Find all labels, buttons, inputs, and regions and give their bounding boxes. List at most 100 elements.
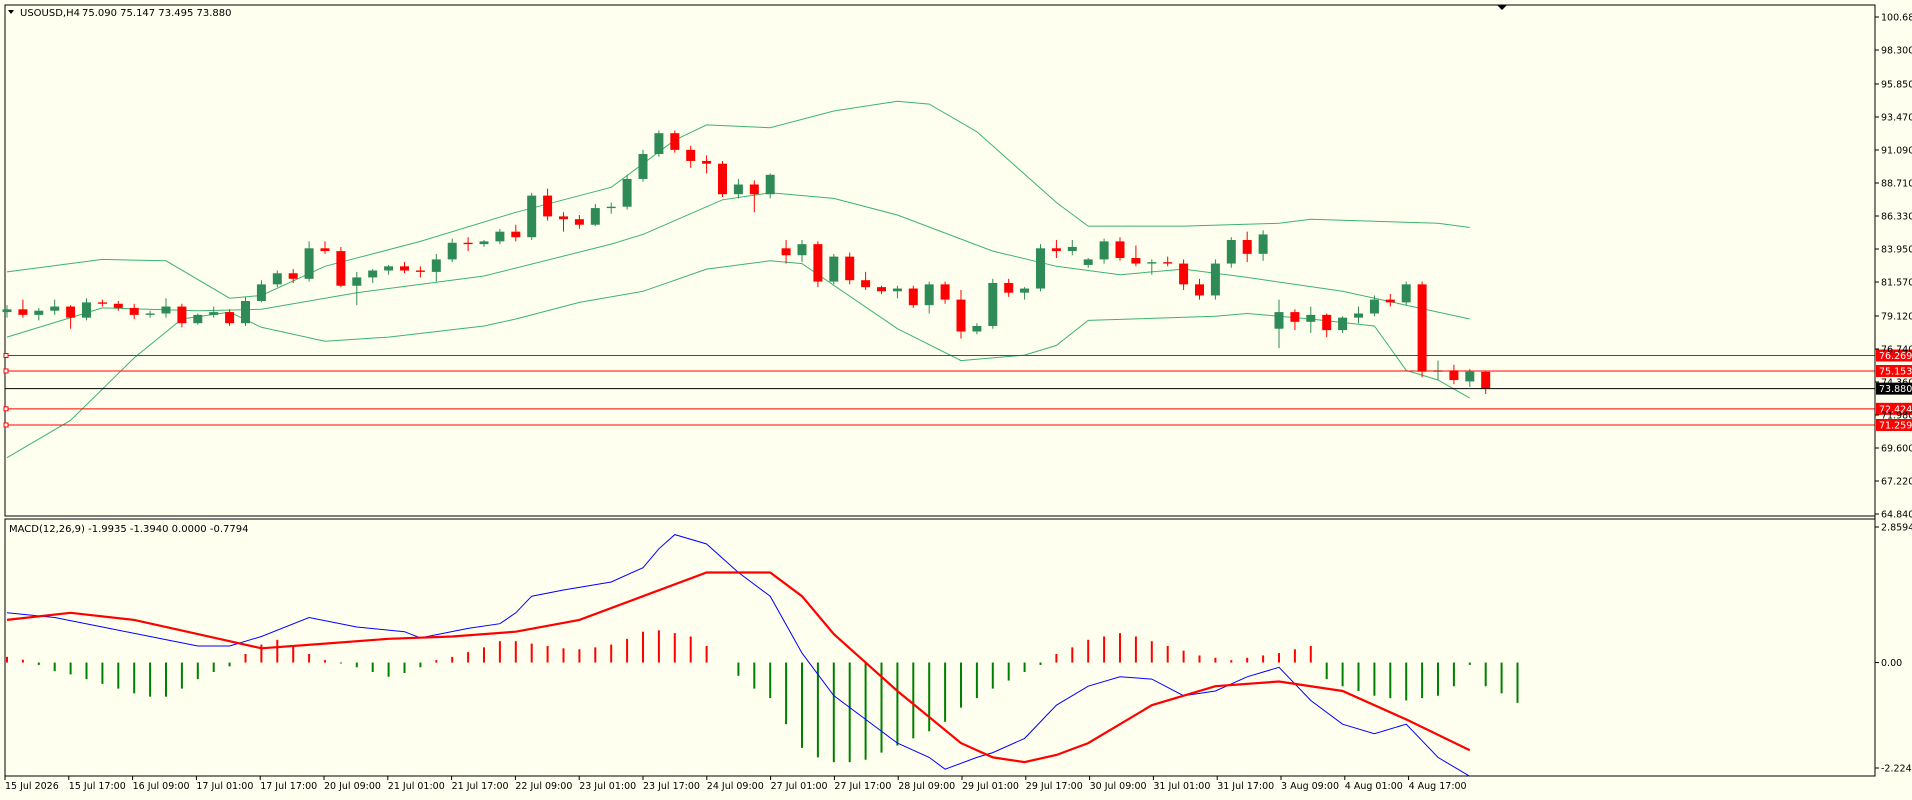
time-tick-label: 4 Aug 01:00 [1345, 781, 1403, 792]
candle-body [1449, 370, 1459, 381]
candle [225, 309, 235, 326]
candle [97, 299, 107, 307]
symbol-menu-triangle-icon[interactable] [8, 10, 14, 14]
candle-body [34, 310, 44, 315]
time-tick-label: 31 Jul 17:00 [1217, 781, 1274, 792]
candle [1401, 281, 1411, 306]
candle [988, 278, 998, 329]
candle [781, 239, 791, 264]
bollinger-bands [6, 100, 1471, 459]
macd-tick-label: -2.2246 [1881, 764, 1912, 775]
candle [320, 241, 330, 254]
candle-body [177, 306, 187, 324]
candle [765, 173, 775, 199]
macd-axis: 2.8594 0.00 -2.2246 [1875, 523, 1912, 775]
symbol-label: USOUSD,H4 [20, 8, 80, 19]
macd-lines [6, 534, 1471, 777]
candle-body [1210, 263, 1220, 296]
price-tick-label: 79.120 [1881, 311, 1912, 322]
candle-body [781, 248, 791, 256]
candle [1354, 306, 1363, 324]
candle [145, 310, 155, 318]
candle-body [972, 325, 982, 332]
candle-body [82, 302, 91, 318]
level-price-tag [1876, 364, 1912, 377]
candle [272, 270, 282, 288]
candle [702, 155, 712, 174]
candle [543, 188, 553, 221]
candle [193, 313, 203, 325]
price-tick-label: 64.840 [1881, 510, 1912, 521]
candle [1433, 360, 1443, 381]
candle [1322, 313, 1332, 338]
candle-body [113, 303, 123, 308]
time-tick-label: 27 Jul 17:00 [834, 781, 891, 792]
candle [1210, 259, 1220, 300]
candle-body [1322, 314, 1332, 331]
candle-body [1401, 284, 1411, 303]
candle [1417, 281, 1427, 378]
candle-body [718, 163, 727, 195]
level-handle[interactable] [3, 406, 9, 412]
candle-body [272, 273, 282, 285]
candle-body [1020, 288, 1030, 293]
candle [1051, 239, 1061, 259]
candle [1338, 316, 1348, 333]
candle-body [97, 302, 107, 304]
candle [924, 281, 934, 314]
candle-body [733, 184, 743, 195]
level-price-tag [1876, 418, 1912, 431]
candle-body [511, 231, 521, 238]
candle-body [415, 270, 425, 272]
candle-body [129, 307, 139, 315]
candle [1481, 371, 1491, 394]
candle [590, 203, 600, 227]
price-axis: 100.680 98.300 95.850 93.470 91.090 88.710 86.… [1874, 5, 1912, 776]
time-tick-label: 20 Jul 09:00 [324, 781, 381, 792]
candle [1083, 258, 1093, 268]
candle [1385, 294, 1395, 307]
level-price-label: 76.269 [1879, 351, 1912, 362]
candle-body [1306, 314, 1316, 322]
candle-body [892, 288, 902, 292]
candle [511, 224, 521, 242]
level-handle[interactable] [3, 353, 9, 359]
time-tick-label: 21 Jul 17:00 [452, 781, 509, 792]
candle [66, 305, 76, 329]
candle-body [559, 216, 568, 220]
candle [50, 299, 60, 315]
candle-body [431, 259, 441, 272]
candle-body [1481, 371, 1491, 389]
level-handle[interactable] [3, 368, 9, 374]
time-tick-label: 27 Jul 01:00 [771, 781, 828, 792]
candle [1369, 295, 1379, 317]
candle-body [209, 312, 219, 315]
candle [1449, 364, 1459, 385]
candle-body [1004, 282, 1014, 293]
price-tick-label: 69.600 [1881, 443, 1912, 454]
candle-body [1036, 248, 1045, 289]
candle [940, 281, 950, 304]
candle-body [193, 314, 203, 324]
candle-body [66, 306, 76, 318]
candle [177, 303, 187, 328]
candle-body [654, 133, 664, 155]
candle [1099, 238, 1109, 264]
candle-body [749, 184, 759, 195]
candle [1274, 299, 1284, 349]
candle [384, 264, 394, 275]
candle [908, 285, 918, 308]
candle [113, 301, 123, 311]
candle-body [638, 154, 648, 179]
candle [622, 174, 632, 210]
current-price-tag [1876, 382, 1912, 395]
candle-body [622, 178, 632, 207]
price-tick-label: 91.090 [1881, 145, 1912, 156]
horizontal-levels[interactable]: 76.269 75.153 72.424 71.259 73.880 [3, 349, 1912, 432]
level-handle[interactable] [3, 422, 9, 428]
chart-shift-marker-icon[interactable] [1497, 5, 1507, 10]
candle [431, 253, 441, 282]
candle-body [1083, 259, 1093, 265]
